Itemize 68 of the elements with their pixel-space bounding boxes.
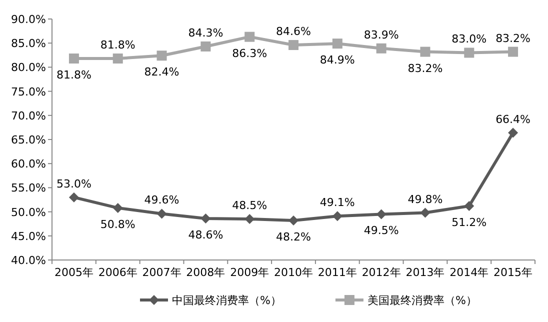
- data-label: 83.9%: [364, 28, 399, 42]
- point: [156, 50, 167, 61]
- point: [200, 41, 211, 52]
- data-label: 48.6%: [188, 228, 224, 242]
- y-tick-label: 90.0%: [11, 13, 46, 26]
- x-tick-label: 2015年: [494, 266, 533, 279]
- y-tick-label: 60.0%: [11, 158, 46, 171]
- point: [112, 54, 123, 64]
- y-tick-label: 80.0%: [11, 61, 46, 74]
- data-label: 81.8%: [100, 38, 136, 52]
- x-tick-label: 2006年: [98, 266, 138, 279]
- data-label: 83.2%: [408, 62, 443, 75]
- x-tick-label: 2013年: [406, 266, 445, 279]
- data-label: 81.8%: [56, 68, 92, 82]
- data-label: 86.3%: [232, 46, 268, 60]
- y-tick-label: 85.0%: [11, 37, 46, 50]
- point: [420, 208, 430, 218]
- y-tick-label: 70.0%: [11, 109, 46, 122]
- y-tick-label: 45.0%: [11, 230, 46, 243]
- point: [68, 192, 79, 202]
- legend-label: 美国最终消费率（%）: [367, 294, 477, 307]
- data-label: 49.1%: [320, 196, 355, 210]
- data-label: 83.0%: [452, 32, 487, 46]
- x-tick-label: 2010年: [274, 266, 313, 279]
- x-tick-label: 2008年: [186, 266, 226, 279]
- point: [464, 48, 474, 58]
- point: [376, 43, 386, 54]
- point: [244, 32, 255, 42]
- point: [420, 46, 430, 57]
- data-label: 51.2%: [452, 216, 487, 230]
- x-tick-label: 2005年: [54, 266, 94, 279]
- x-tick-label: 2007年: [142, 266, 182, 279]
- data-label: 83.2%: [496, 32, 531, 45]
- data-label: 48.5%: [232, 199, 268, 212]
- y-tick-label: 40.0%: [11, 254, 46, 267]
- x-tick-label: 2011年: [318, 266, 357, 279]
- data-label: 49.6%: [144, 194, 180, 207]
- x-tick-label: 2009年: [230, 266, 270, 279]
- point: [244, 214, 255, 224]
- data-label: 84.3%: [188, 26, 224, 40]
- data-label: 50.8%: [100, 218, 136, 231]
- data-label: 84.6%: [276, 25, 311, 38]
- data-label: 53.0%: [56, 177, 92, 190]
- point: [508, 46, 518, 57]
- data-label: 48.2%: [276, 230, 311, 244]
- point: [508, 128, 518, 138]
- y-tick-label: 55.0%: [11, 182, 46, 195]
- legend-label: 中国最终消费率（%）: [172, 294, 282, 307]
- point: [464, 201, 474, 212]
- point: [68, 54, 79, 64]
- y-tick-label: 50.0%: [11, 206, 46, 219]
- y-tick-label: 65.0%: [11, 134, 46, 146]
- point: [156, 208, 167, 219]
- point: [332, 211, 342, 222]
- x-tick-label: 2012年: [362, 266, 401, 279]
- data-label: 49.5%: [364, 224, 399, 238]
- y-tick-label: 75.0%: [11, 85, 46, 98]
- data-label: 49.8%: [408, 192, 443, 206]
- x-tick-label: 2014年: [450, 266, 489, 279]
- data-label: 66.4%: [496, 112, 531, 126]
- data-label: 82.4%: [144, 66, 180, 79]
- point: [376, 209, 386, 220]
- data-label: 84.9%: [320, 54, 355, 67]
- point: [200, 214, 211, 224]
- point: [288, 215, 298, 226]
- point: [112, 202, 123, 213]
- point: [332, 38, 342, 49]
- point: [288, 40, 298, 50]
